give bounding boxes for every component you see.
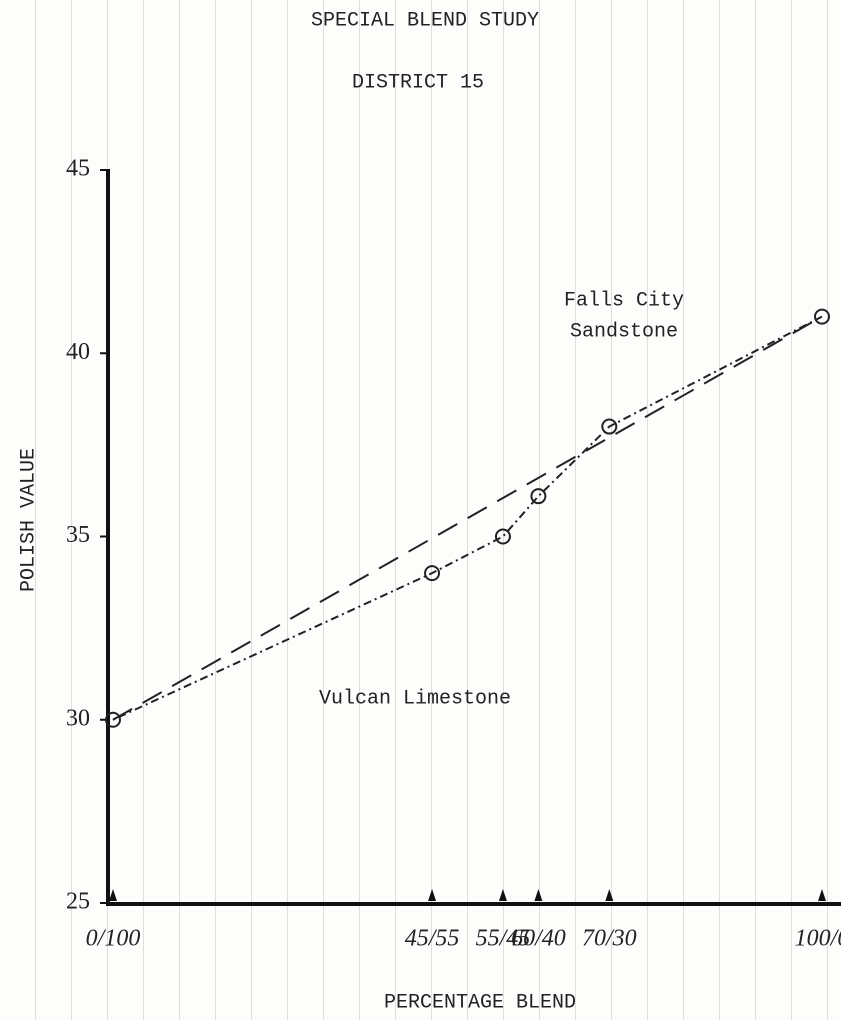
- y-tick-label: 45: [66, 156, 90, 182]
- tick-mark: [498, 889, 507, 901]
- x-tick-label: 70/30: [582, 926, 637, 952]
- y-tick-label: 40: [66, 339, 90, 365]
- y-tick-label: 25: [66, 889, 90, 915]
- tick-mark: [605, 889, 614, 901]
- x-tick-label: 0/100: [86, 926, 141, 952]
- tick-mark: [109, 889, 117, 901]
- point: [105, 711, 121, 728]
- point: [424, 565, 441, 582]
- annotation: Falls City: [564, 289, 684, 312]
- tick-mark: [534, 889, 543, 901]
- x-tick-label: 55/45: [476, 926, 531, 952]
- annotation: Sandstone: [570, 320, 678, 343]
- tick-mark: [818, 889, 826, 901]
- series-line: [112, 315, 823, 721]
- x-tick-label: 100/0: [795, 926, 841, 952]
- chart-title: SPECIAL BLEND STUDY: [311, 9, 539, 32]
- y-tick-label: 35: [66, 522, 90, 548]
- series-line: [112, 315, 823, 721]
- point: [494, 528, 511, 545]
- tick-mark: [428, 889, 437, 901]
- x-axis-label: PERCENTAGE BLEND: [384, 991, 576, 1014]
- point: [814, 308, 830, 325]
- x-tick-label: 45/55: [405, 926, 460, 952]
- chart-subtitle: DISTRICT 15: [352, 71, 484, 94]
- y-tick-label: 30: [66, 705, 90, 731]
- y-axis-label: POLISH VALUE: [17, 448, 40, 592]
- point: [601, 418, 618, 435]
- annotation: Vulcan Limestone: [319, 687, 511, 710]
- x-tick-label: 60/40: [511, 926, 566, 952]
- point: [530, 488, 547, 505]
